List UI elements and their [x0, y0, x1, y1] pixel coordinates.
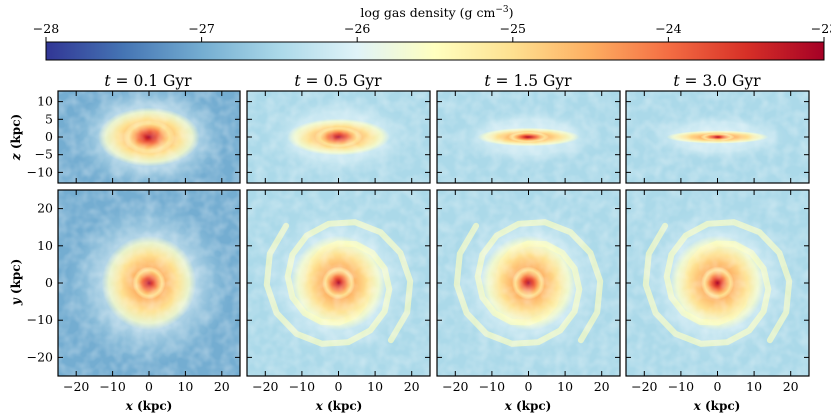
x-tick-label: −20 — [442, 379, 468, 394]
panel-edge-on-3 — [436, 90, 621, 184]
panel-title-1: t = 0.1 Gyr — [104, 72, 192, 90]
colorbar — [45, 41, 825, 61]
ylabel-edge-on: z (kpc) — [9, 114, 23, 161]
x-tick-label: 20 — [594, 379, 610, 394]
x-tick-label: 10 — [746, 379, 762, 394]
y-tick-label: −10 — [27, 164, 53, 179]
colorbar-tick-label: −23 — [811, 21, 831, 36]
y-tick-label: 10 — [37, 94, 53, 109]
y-tick-label: 0 — [45, 129, 53, 144]
panel-face-on-2: −20 −10 0 10 20 — [246, 189, 431, 394]
gas-texture — [247, 190, 430, 376]
ylabel-face-on: y (kpc) — [9, 259, 23, 307]
gas-texture — [437, 190, 620, 376]
y-tick-label: −5 — [35, 147, 53, 162]
gas-texture — [247, 91, 430, 183]
y-tick-label: 5 — [45, 111, 53, 126]
gas-texture — [58, 91, 240, 183]
x-tick-label: 0 — [714, 379, 722, 394]
x-tick-label: 0 — [525, 379, 533, 394]
x-tick-label: 0 — [335, 379, 343, 394]
x-tick-label: 10 — [557, 379, 573, 394]
x-tick-label: −10 — [289, 379, 315, 394]
x-tick-label: −20 — [63, 379, 89, 394]
panel-title-3: t = 1.5 Gyr — [484, 72, 572, 90]
x-tick-label: −10 — [668, 379, 694, 394]
panel-edge-on-2 — [246, 90, 431, 184]
x-tick-label: −10 — [479, 379, 505, 394]
colorbar-tick-label: −25 — [500, 21, 526, 36]
x-tick-label: −10 — [99, 379, 125, 394]
colorbar-tick-label: −26 — [344, 21, 370, 36]
gas-texture — [58, 190, 240, 376]
colorbar-label: log gas density (g cm−3) — [360, 5, 513, 20]
panel-face-on-4: −20 −10 0 10 20 — [625, 189, 810, 394]
xlabel-4: x (kpc) — [693, 399, 741, 413]
x-tick-label: −20 — [252, 379, 278, 394]
x-tick-label: 10 — [177, 379, 193, 394]
colorbar-tick-label: −27 — [188, 21, 214, 36]
x-tick-label: 20 — [404, 379, 420, 394]
panel-edge-on-4 — [625, 90, 810, 184]
x-tick-label: 0 — [145, 379, 153, 394]
gas-texture — [626, 190, 809, 376]
x-tick-label: 20 — [783, 379, 799, 394]
colorbar-tick-label: −28 — [33, 21, 59, 36]
panel-title-4: t = 3.0 Gyr — [673, 72, 761, 90]
x-tick-label: 20 — [214, 379, 230, 394]
x-tick-label: −20 — [631, 379, 657, 394]
y-tick-label: 0 — [45, 275, 53, 290]
xlabel-3: x (kpc) — [504, 399, 552, 413]
xlabel-2: x (kpc) — [315, 399, 363, 413]
x-tick-label: 10 — [367, 379, 383, 394]
panel-face-on-3: −20 −10 0 10 20 — [436, 189, 621, 394]
y-tick-label: 10 — [37, 238, 53, 253]
gas-texture — [437, 91, 620, 183]
panel-face-on-1: −20 −10 0 10 20 −20 −10 0 10 20 — [27, 189, 241, 394]
panel-edge-on-1: −10 −5 0 5 10 — [27, 90, 241, 184]
y-tick-label: −10 — [27, 312, 53, 327]
gas-texture — [626, 91, 809, 183]
y-tick-label: −20 — [27, 349, 53, 364]
y-tick-label: 20 — [37, 201, 53, 216]
colorbar-tick-label: −24 — [655, 21, 681, 36]
panel-title-2: t = 0.5 Gyr — [294, 72, 382, 90]
xlabel-1: x (kpc) — [125, 399, 173, 413]
